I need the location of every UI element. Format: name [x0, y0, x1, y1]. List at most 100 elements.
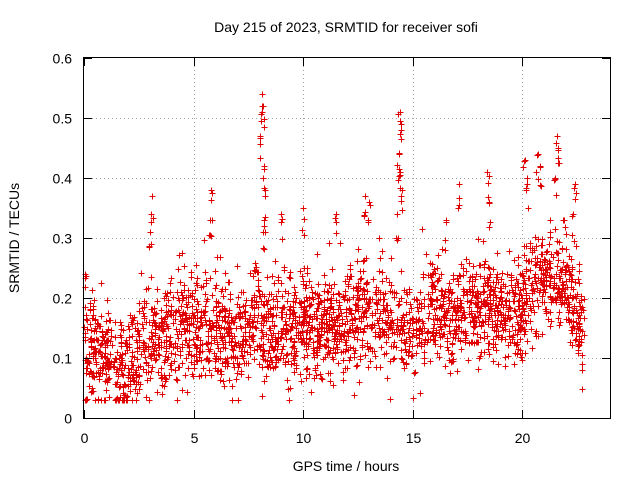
data-point: [438, 271, 445, 278]
data-point: [485, 346, 492, 353]
data-point: [249, 323, 256, 330]
data-point: [205, 346, 212, 353]
data-point: [460, 286, 467, 293]
data-point: [431, 266, 438, 273]
data-point: [284, 377, 291, 384]
data-point: [148, 306, 155, 313]
x-tick-label: 0: [81, 430, 89, 446]
data-point: [268, 291, 275, 298]
data-point: [443, 219, 450, 226]
data-point: [560, 259, 567, 266]
data-point: [287, 385, 294, 392]
data-point: [260, 356, 267, 363]
data-point: [104, 337, 111, 344]
data-point: [532, 271, 539, 278]
data-point: [467, 288, 474, 295]
data-point: [251, 305, 258, 312]
data-point: [321, 297, 328, 304]
data-point: [118, 339, 125, 346]
data-point: [527, 267, 534, 274]
data-point: [168, 312, 175, 319]
data-point: [256, 288, 263, 295]
data-point: [420, 320, 427, 327]
data-point: [515, 321, 522, 328]
data-point: [216, 325, 223, 332]
data-point: [193, 345, 200, 352]
data-point: [273, 353, 280, 360]
data-point: [129, 375, 136, 382]
data-point: [172, 316, 179, 323]
data-point: [190, 315, 197, 322]
data-point: [242, 341, 249, 348]
data-point: [180, 319, 187, 326]
data-point: [316, 345, 323, 352]
data-point: [381, 351, 388, 358]
chart-title: Day 215 of 2023, SRMTID for receiver sof…: [214, 19, 478, 35]
data-point: [93, 361, 100, 368]
data-point: [283, 311, 290, 318]
data-point: [183, 301, 190, 308]
data-point: [567, 271, 574, 278]
data-point: [373, 300, 380, 307]
data-point: [291, 284, 298, 291]
data-point: [281, 304, 288, 311]
data-point: [517, 314, 524, 321]
data-point: [557, 319, 564, 326]
data-point: [193, 334, 200, 341]
data-point: [473, 319, 480, 326]
data-point: [570, 294, 577, 301]
data-point: [264, 301, 271, 308]
data-point: [335, 360, 342, 367]
data-point: [288, 361, 295, 368]
data-point: [201, 309, 208, 316]
data-point: [506, 316, 513, 323]
data-point: [297, 371, 304, 378]
data-point: [271, 346, 278, 353]
data-point: [470, 330, 477, 337]
data-point: [291, 350, 298, 357]
data-point: [206, 357, 213, 364]
data-point: [400, 312, 407, 319]
data-point: [500, 304, 507, 311]
data-point: [349, 327, 356, 334]
data-point: [145, 346, 152, 353]
data-point: [202, 291, 209, 298]
data-point: [466, 304, 473, 311]
data-point: [373, 291, 380, 298]
data-point: [318, 332, 325, 339]
data-point: [355, 297, 362, 304]
data-point: [497, 295, 504, 302]
data-point: [556, 322, 563, 329]
data-point: [229, 346, 236, 353]
data-point: [179, 312, 186, 319]
data-point: [575, 341, 582, 348]
data-point: [554, 133, 561, 140]
data-point: [547, 278, 554, 285]
data-point: [548, 299, 555, 306]
data-point: [112, 381, 119, 388]
data-point: [193, 351, 200, 358]
data-point: [430, 270, 437, 277]
data-point: [523, 187, 530, 194]
data-point: [354, 324, 361, 331]
data-point: [153, 356, 160, 363]
data-point: [174, 397, 181, 404]
data-point: [88, 369, 95, 376]
data-point: [566, 253, 573, 260]
data-point: [164, 290, 171, 297]
data-point: [330, 309, 337, 316]
data-point: [344, 318, 351, 325]
data-point: [326, 240, 333, 247]
data-point: [251, 347, 258, 354]
data-point: [174, 377, 181, 384]
data-point: [438, 287, 445, 294]
data-point: [228, 338, 235, 345]
data-point: [107, 351, 114, 358]
data-point: [312, 367, 319, 374]
data-point: [479, 318, 486, 325]
data-point: [236, 361, 243, 368]
data-point: [278, 328, 285, 335]
data-point: [139, 305, 146, 312]
data-point: [401, 317, 408, 324]
data-point: [185, 365, 192, 372]
